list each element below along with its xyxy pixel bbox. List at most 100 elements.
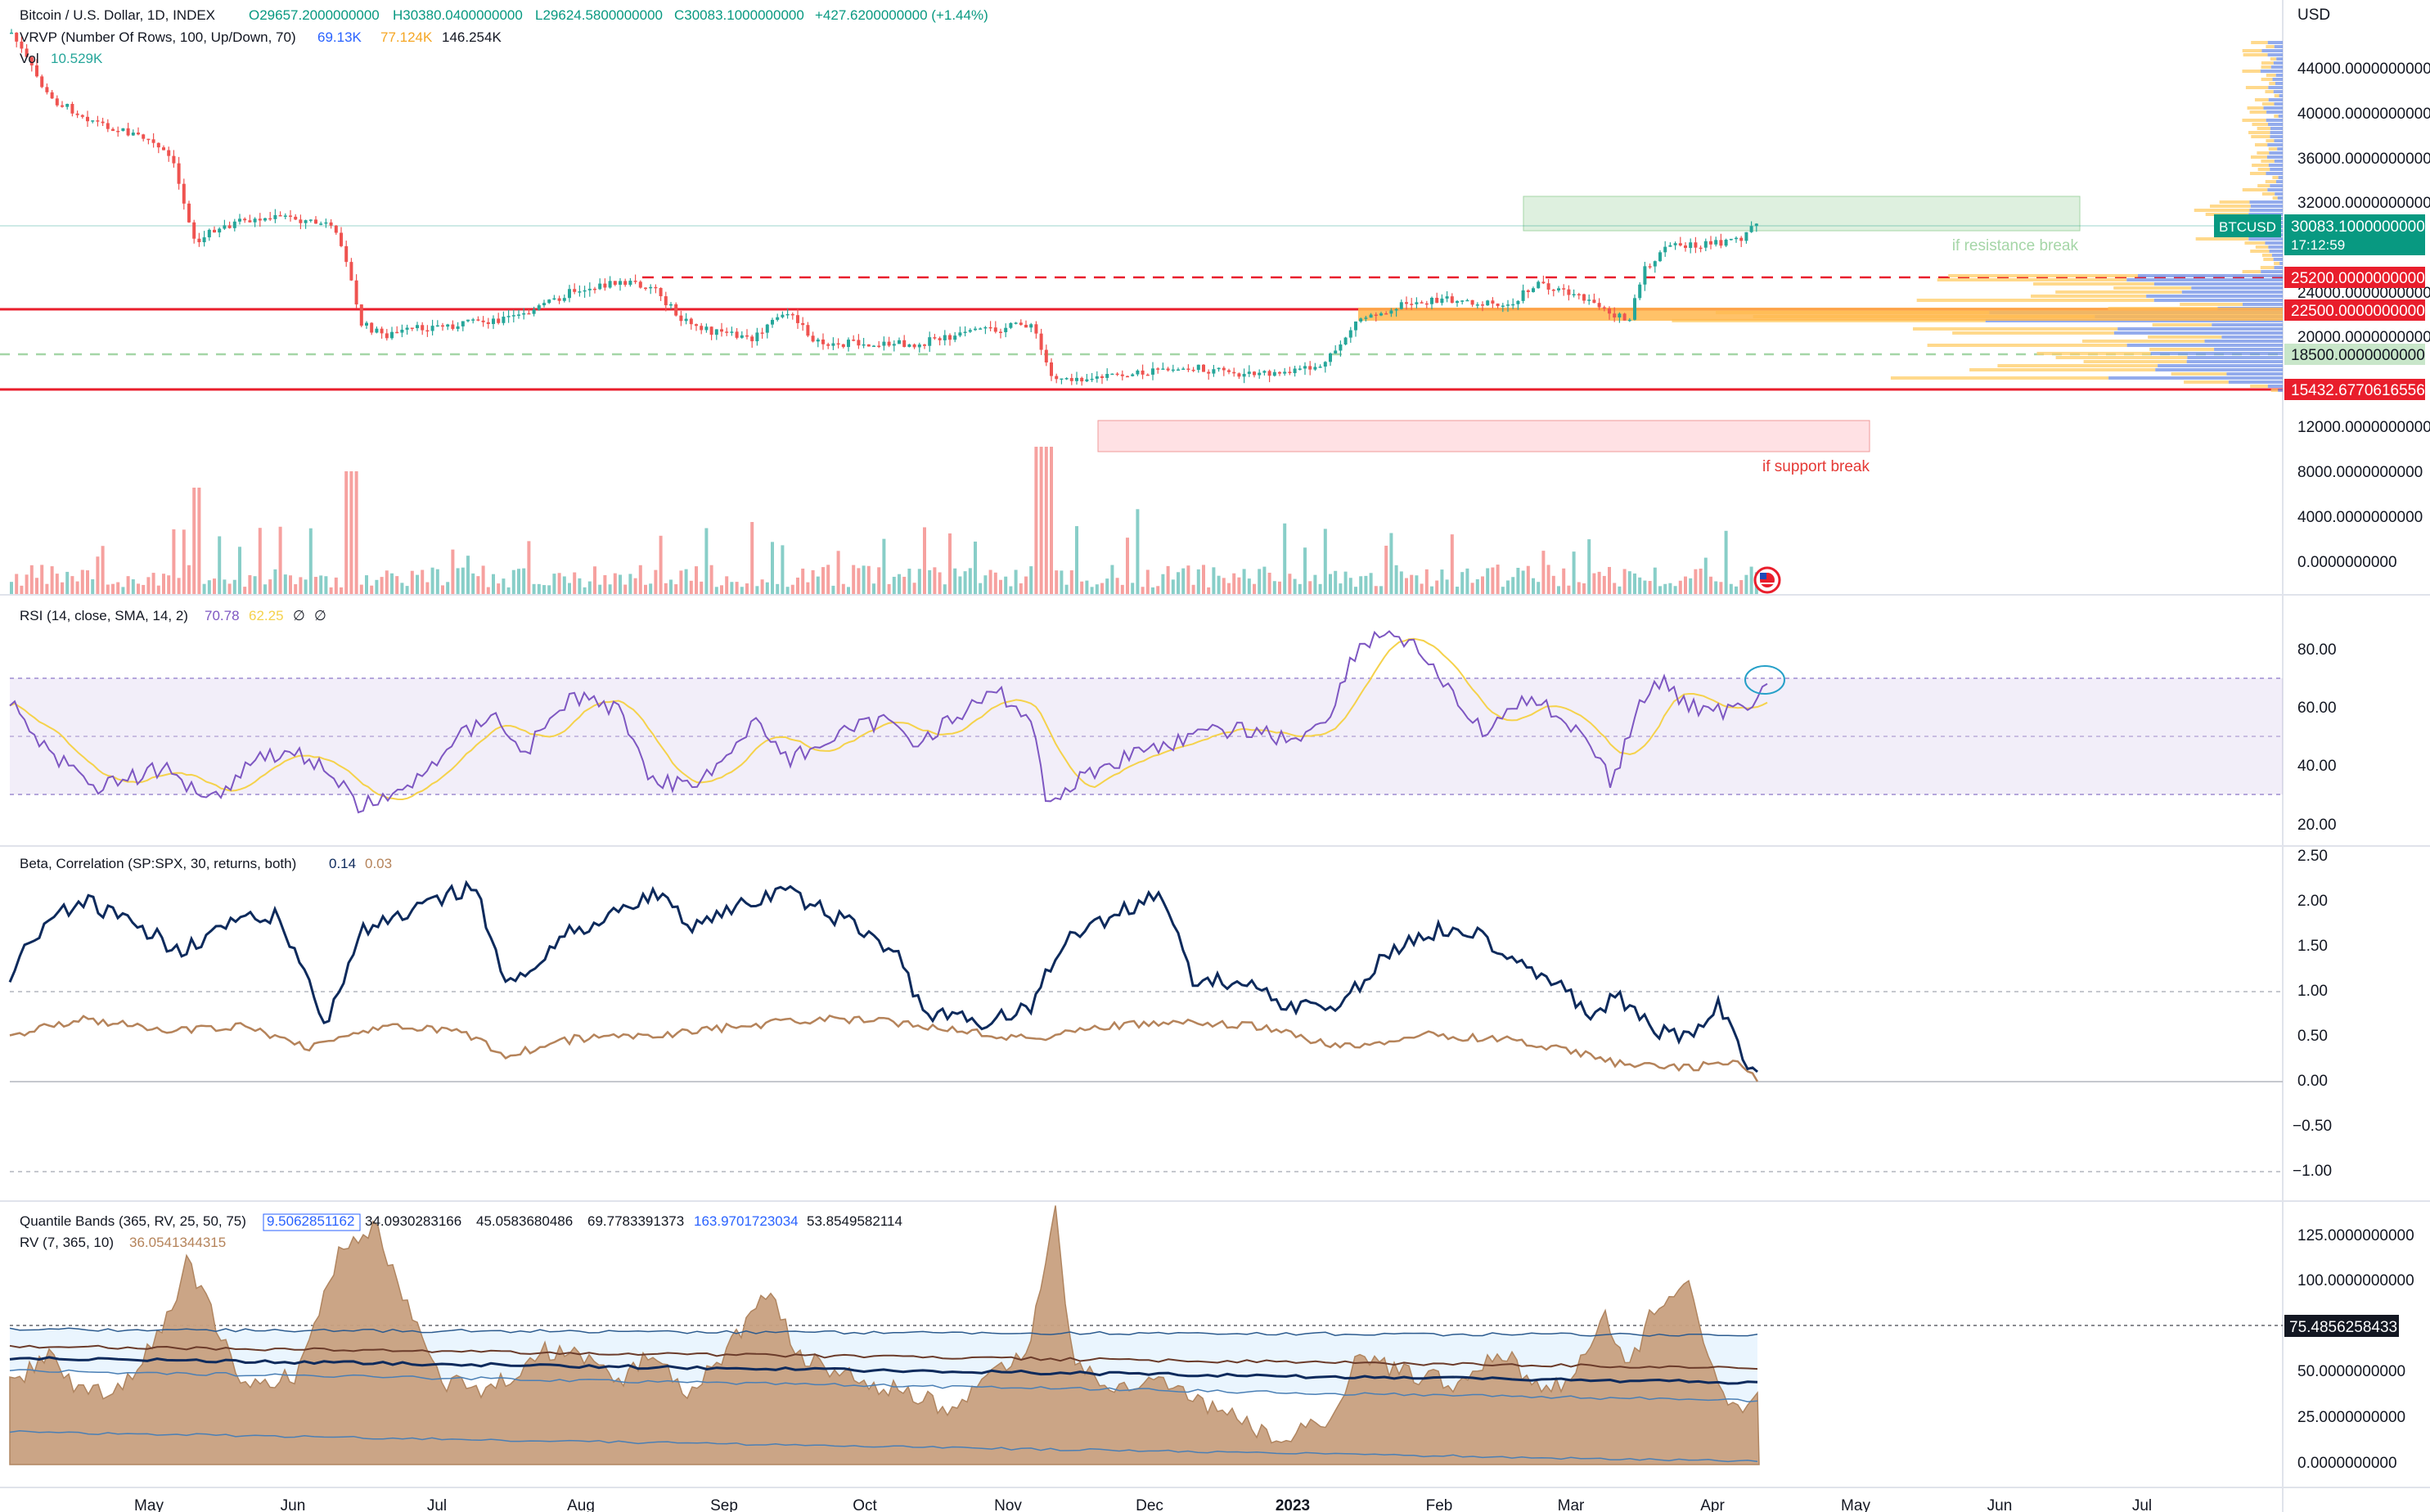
candle-body[interactable] [29,56,34,65]
volume-bar[interactable] [1516,568,1520,594]
volume-bar[interactable] [1511,577,1515,594]
volume-bar[interactable] [223,579,227,594]
candle-body[interactable] [213,229,216,233]
candle-body[interactable] [380,328,384,334]
candle-body[interactable] [1622,313,1627,321]
candle-body[interactable] [1161,368,1165,370]
volume-bar[interactable] [1303,547,1307,594]
volume-bar[interactable] [1212,567,1216,594]
beta-label[interactable]: Beta, Correlation (SP:SPX, 30, returns, … [20,856,296,871]
volume-bar[interactable] [1450,534,1454,594]
volume-bar[interactable] [486,587,490,594]
candle-body[interactable] [745,335,749,337]
volume-bar[interactable] [25,574,29,594]
volume-bar[interactable] [669,579,673,594]
volume-bar[interactable] [1475,578,1479,594]
volume-bar[interactable] [96,556,100,594]
volume-bar[interactable] [340,587,343,594]
rv-label[interactable]: RV (7, 365, 10) [20,1235,114,1250]
volume-bar[interactable] [1024,576,1028,594]
candle-body[interactable] [1673,243,1677,245]
candle-body[interactable] [1394,308,1398,311]
volume-bar[interactable] [781,545,785,594]
volume-bar[interactable] [1222,578,1226,594]
candle-body[interactable] [375,328,379,333]
candle-body[interactable] [887,341,891,346]
candle-body[interactable] [613,281,617,286]
candle-body[interactable] [35,65,38,77]
candle-body[interactable] [101,121,105,124]
volume-bar[interactable] [1227,583,1231,594]
volume-bar[interactable] [324,576,328,594]
candle-body[interactable] [1075,377,1078,381]
candle-body[interactable] [218,228,222,233]
candle-body[interactable] [760,332,764,334]
volume-bar[interactable] [1648,581,1652,594]
candle-body[interactable] [1638,284,1642,299]
candle-body[interactable] [573,289,577,292]
volume-bar[interactable] [816,576,820,594]
beta-pane[interactable]: Beta, Correlation (SP:SPX, 30, returns, … [8,856,2283,1172]
price-candles[interactable] [10,29,1758,386]
candle-body[interactable] [151,139,155,143]
volume-bar[interactable] [1633,573,1636,594]
volume-bar[interactable] [1541,551,1546,594]
volume-bar[interactable] [1532,578,1535,594]
volume-bar[interactable] [608,584,612,594]
volume-bar[interactable] [917,569,921,594]
candle-body[interactable] [1678,243,1682,246]
candle-body[interactable] [1532,288,1535,292]
candle-body[interactable] [1415,302,1419,304]
volume-bar[interactable] [308,528,313,594]
candle-body[interactable] [948,335,952,340]
candle-body[interactable] [441,325,444,327]
volume-bar[interactable] [1622,569,1627,594]
candle-body[interactable] [1283,371,1287,374]
volume-bar[interactable] [20,585,24,594]
volume-bar[interactable] [882,538,886,594]
symbol-title[interactable]: Bitcoin / U.S. Dollar, 1D, INDEX [20,7,215,23]
candle-body[interactable] [263,218,267,221]
volume-bar[interactable] [700,581,704,594]
candle-body[interactable] [1177,369,1180,371]
candle-body[interactable] [537,305,541,310]
candle-body[interactable] [1465,299,1469,302]
candle-body[interactable] [511,315,515,317]
volume-bar[interactable] [1668,583,1672,594]
volume-bar[interactable] [745,583,749,594]
candle-body[interactable] [1298,368,1302,370]
candle-body[interactable] [933,337,937,339]
candle-body[interactable] [598,283,602,290]
candle-body[interactable] [1334,350,1338,353]
candle-body[interactable] [314,219,317,224]
rsi-ma-line[interactable] [9,637,1768,801]
volume-bar[interactable] [299,577,303,594]
volume-bar[interactable] [1551,575,1555,594]
rsi-line[interactable] [9,630,1768,814]
volume-bar[interactable] [1567,585,1571,594]
volume-bar[interactable] [1115,578,1119,594]
candle-body[interactable] [1749,226,1753,232]
volume-bar[interactable] [1673,586,1677,594]
volume-bar[interactable] [644,584,647,594]
candle-body[interactable] [223,225,227,229]
candle-body[interactable] [1719,240,1723,246]
volume-bar[interactable] [1278,581,1281,594]
candle-body[interactable] [131,133,135,136]
candle-body[interactable] [243,218,247,221]
volume-bar[interactable] [1602,575,1606,594]
volume-bar[interactable] [1369,573,1373,594]
candle-body[interactable] [492,318,495,325]
price-axis[interactable]: USD 44000.0000000000 40000.0000000000 36… [2214,7,2430,1472]
volume-bar[interactable] [907,569,911,594]
volume-bar[interactable] [1699,568,1703,594]
candle-body[interactable] [1643,266,1647,285]
candle-body[interactable] [238,218,241,222]
candle-body[interactable] [714,329,718,335]
volume-bar[interactable] [1714,581,1718,594]
candle-body[interactable] [806,325,810,336]
volume-bar[interactable] [1354,587,1357,594]
resistance-zone[interactable] [1523,196,2081,232]
volume-bar[interactable] [1684,576,1687,594]
volume-bar[interactable] [492,574,495,594]
